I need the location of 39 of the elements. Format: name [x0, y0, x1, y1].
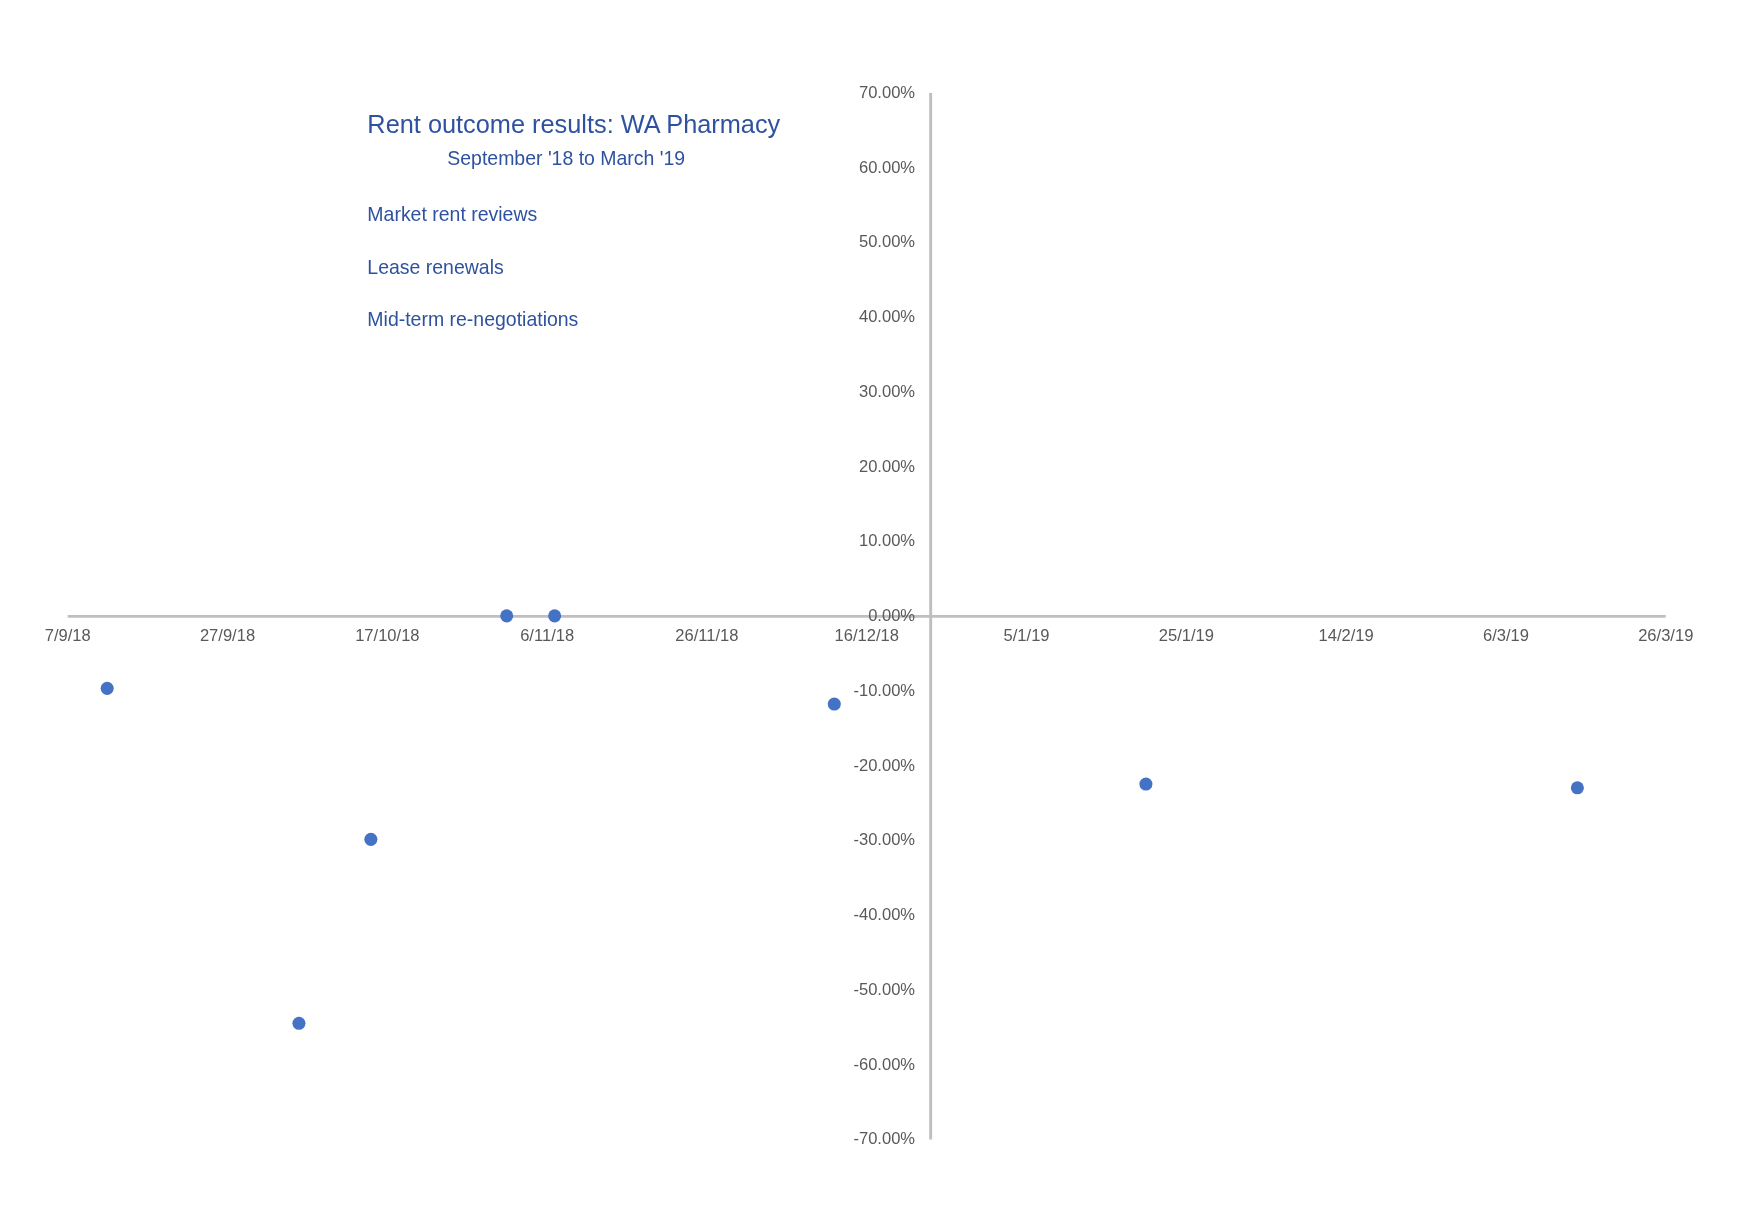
y-tick-label: -40.00% [853, 905, 916, 925]
y-tick-label: -50.00% [853, 979, 916, 999]
point [1570, 781, 1584, 795]
y-tick-label: -60.00% [853, 1054, 916, 1074]
y-tick-label: -10.00% [853, 680, 916, 700]
y-tick-label: 40.00% [858, 307, 916, 327]
y-tick-label: 70.00% [858, 82, 916, 102]
x-tick-label: 6/11/18 [520, 625, 575, 645]
x-tick-label: 27/9/18 [199, 625, 256, 645]
x-tick-label: 14/2/19 [1318, 625, 1374, 645]
y-tick-label: 0.00% [868, 606, 916, 626]
point [364, 832, 378, 846]
annotation: Market rent reviews [367, 203, 538, 226]
point [548, 609, 562, 623]
x-tick-label: 6/3/19 [1482, 625, 1529, 645]
x-tick-label: 26/3/19 [1638, 625, 1694, 645]
point [827, 697, 841, 711]
point [292, 1016, 306, 1030]
x-tick-label: 26/11/18 [675, 625, 739, 645]
y-tick-label: 20.00% [858, 456, 916, 476]
annotation: Mid-term re-negotiations [367, 308, 579, 331]
y-tick-label: -30.00% [853, 830, 916, 850]
y-tick-label: -20.00% [853, 755, 916, 775]
x-tick-label: 7/9/18 [44, 625, 91, 645]
y-tick-label: 60.00% [858, 157, 916, 177]
annotation: Lease renewals [367, 255, 504, 278]
x-tick-label: 16/12/18 [834, 625, 899, 645]
x-tick-label: 17/10/18 [355, 625, 420, 645]
x-tick-label: 25/1/19 [1158, 625, 1214, 645]
y-tick-label: 10.00% [858, 531, 916, 551]
point [500, 609, 514, 623]
point [1139, 777, 1153, 791]
y-tick-label: 30.00% [858, 381, 916, 401]
y-tick-label: -70.00% [853, 1129, 916, 1149]
point [100, 681, 114, 695]
y-tick-label: 50.00% [858, 232, 916, 252]
x-tick-label: 5/1/19 [1003, 625, 1050, 645]
text: September '18 to March '19 [447, 146, 686, 169]
text: Rent outcome results: WA Pharmacy [367, 109, 781, 138]
